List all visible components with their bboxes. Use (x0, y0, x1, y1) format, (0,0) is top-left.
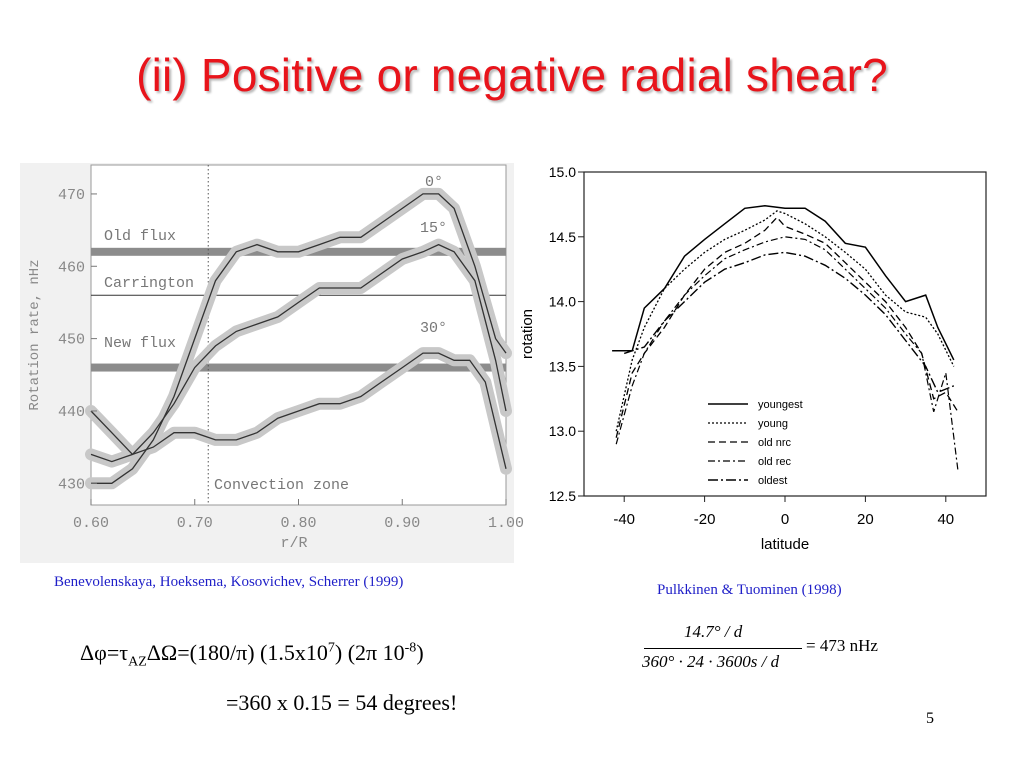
old-flux-label: Old flux (104, 228, 176, 245)
eq-part-3: ) (2π 10 (334, 640, 405, 665)
x-tick-label: 0.90 (384, 515, 420, 532)
y-tick-label: 13.5 (549, 358, 576, 374)
formula-numerator: 14.7° / d (684, 622, 743, 641)
right-chart-citation: Pulkkinen & Tuominen (1998) (657, 582, 842, 598)
y-tick-label: 450 (58, 332, 85, 349)
x-tick-label: 0.60 (73, 515, 109, 532)
slide-number: 5 (926, 710, 934, 727)
series-1-line (90, 243, 507, 463)
y-tick-label: 470 (58, 187, 85, 204)
new-flux-band (91, 363, 506, 372)
eq-subscript-az: AZ (128, 654, 147, 670)
x-tick-label: 20 (857, 511, 874, 528)
carrington-label: Carrington (104, 275, 194, 292)
chart2-axes: -40 -20 0 20 40 12.5 13.0 13.5 14.0 14.5 15.0 (549, 164, 954, 528)
phase-shift-equation: Δφ=τAZΔΩ=(180/π) (1.5x107) (2π 10-8) (80, 640, 424, 670)
conversion-formula: 14.7° / d 360° · 24 · 3600s / d = 473 nH… (640, 620, 910, 680)
y-tick-label: 15.0 (549, 164, 576, 180)
y-tick-label: 440 (58, 404, 85, 421)
x-tick-label: 0.80 (280, 515, 316, 532)
legend-label: young (758, 418, 788, 430)
x-tick-label: -20 (694, 511, 716, 528)
eq-part-4: ) (416, 640, 424, 665)
convection-zone-label: Convection zone (214, 477, 349, 494)
x-tick-label: 40 (937, 511, 954, 528)
label-30-degrees: 30° (420, 320, 447, 337)
y-tick-label: 460 (58, 259, 85, 276)
chart2-legend: youngest young old nrc old rec oldest (708, 399, 803, 487)
legend-label: old rec (758, 456, 792, 468)
new-flux-label: New flux (104, 335, 176, 352)
x-tick-label: -40 (613, 511, 635, 528)
phase-shift-result: =360 x 0.15 = 54 degrees! (226, 690, 458, 715)
formula-fraction-bar (644, 648, 802, 649)
slide-title: (ii) Positive or negative radial shear? (136, 49, 888, 101)
chart1-y-axis-label: Rotation rate, nHz (27, 259, 43, 410)
label-0-degrees: 0° (425, 174, 443, 191)
chart2-x-axis-label: latitude (761, 536, 809, 553)
eq-exponent-7: 7 (327, 640, 335, 656)
series-young-line (615, 210, 955, 432)
chart1-axes: 0.60 0.70 0.80 0.90 1.00 430 440 450 460 470 (58, 187, 524, 532)
x-tick-label: 1.00 (488, 515, 524, 532)
series-old-nrc-line (615, 216, 959, 438)
chart1-series-group (85, 187, 512, 490)
eq-part-1: Δφ=τ (80, 640, 129, 665)
x-tick-label: 0.70 (177, 515, 213, 532)
chart2-series-group (612, 204, 959, 471)
formula-denominator: 360° · 24 · 3600s / d (642, 652, 780, 671)
chart1-x-axis-label: r/R (280, 535, 307, 552)
y-tick-label: 14.5 (549, 229, 576, 245)
legend-label: youngest (758, 399, 803, 411)
y-tick-label: 430 (58, 476, 85, 493)
y-tick-label: 12.5 (549, 488, 576, 504)
series-old-rec-line (615, 236, 959, 471)
x-tick-label: 0 (781, 511, 789, 528)
series-oldest-line (623, 251, 955, 394)
series-youngest-line (612, 204, 955, 361)
y-tick-label: 14.0 (549, 294, 576, 310)
eq-part-2: ΔΩ=(180/π) (1.5x10 (146, 640, 328, 665)
y-tick-label: 13.0 (549, 423, 576, 439)
chart2-y-axis-label: rotation (519, 309, 536, 359)
legend-label: oldest (758, 475, 787, 487)
eq-exponent-8: -8 (404, 640, 417, 656)
left-chart-citation: Benevolenskaya, Hoeksema, Kosovichev, Sc… (54, 574, 404, 590)
label-15-degrees: 15° (420, 220, 447, 237)
series-2-line (90, 352, 507, 469)
legend-label: old nrc (758, 437, 792, 449)
formula-result: = 473 nHz (806, 636, 878, 655)
